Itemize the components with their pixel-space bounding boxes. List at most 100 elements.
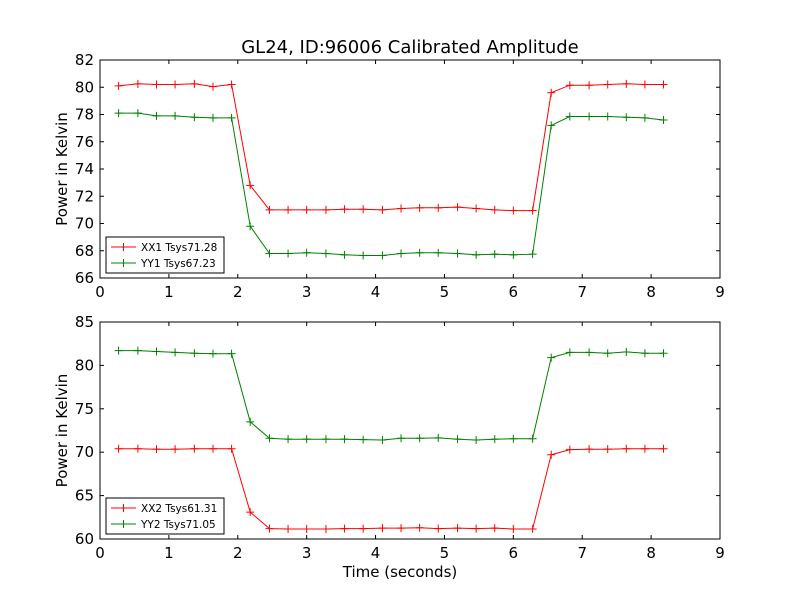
data-point	[565, 112, 574, 121]
y-tick-label: 60	[75, 530, 94, 548]
legend-box	[105, 236, 225, 274]
data-point	[359, 205, 368, 214]
data-point	[490, 205, 499, 214]
data-point	[622, 347, 631, 356]
data-point	[227, 349, 236, 358]
x-tick-label: 5	[440, 283, 450, 301]
x-tick-label: 9	[715, 283, 725, 301]
data-point	[208, 82, 217, 91]
data-point	[171, 348, 180, 357]
legend-marker	[119, 504, 128, 512]
data-point	[415, 523, 424, 532]
data-point	[265, 205, 274, 214]
data-point	[415, 203, 424, 212]
y-tick-label: 70	[75, 443, 94, 461]
data-point	[528, 250, 537, 259]
data-point	[133, 79, 142, 88]
data-point	[565, 81, 574, 90]
legend-marker	[119, 520, 128, 528]
data-point	[472, 250, 481, 259]
data-point	[246, 508, 255, 517]
data-point	[133, 109, 142, 118]
legend-label: XX2 Tsys61.31	[141, 503, 217, 515]
data-point	[284, 205, 293, 214]
y-tick-label: 72	[75, 187, 94, 205]
y-tick-label: 85	[75, 313, 94, 331]
x-axis-label: Time (seconds)	[342, 563, 458, 581]
data-point	[434, 433, 443, 442]
data-point	[340, 250, 349, 259]
data-point	[603, 349, 612, 358]
data-point	[547, 88, 556, 97]
data-point	[133, 444, 142, 453]
data-point	[265, 249, 274, 258]
data-point	[227, 113, 236, 122]
x-tick-label: 4	[371, 544, 381, 562]
data-point	[603, 445, 612, 454]
data-point	[321, 435, 330, 444]
data-point	[565, 445, 574, 454]
data-point	[565, 348, 574, 357]
data-point	[640, 113, 649, 122]
data-point	[321, 525, 330, 534]
x-tick-label: 3	[302, 544, 312, 562]
data-point	[208, 349, 217, 358]
plot-panel-2: 0 1 2 3 4 5 6 7 8 9 60 65 70 75 80 85 Power in Kelvin Tim…	[53, 313, 725, 581]
data-point	[585, 348, 594, 357]
data-point	[453, 435, 462, 444]
data-point	[603, 112, 612, 121]
x-tick-label: 5	[440, 544, 450, 562]
data-point	[472, 436, 481, 445]
data-point	[208, 113, 217, 122]
data-point	[472, 204, 481, 213]
data-point	[284, 249, 293, 258]
x-tick-label: 6	[509, 544, 519, 562]
data-point	[622, 79, 631, 88]
data-point	[434, 248, 443, 257]
data-point	[171, 80, 180, 89]
data-point	[190, 79, 199, 88]
x-tick-label: 9	[715, 544, 725, 562]
data-point	[659, 349, 668, 358]
x-tick-label: 4	[371, 283, 381, 301]
data-point	[114, 346, 123, 355]
legend-label: YY2 Tsys71.05	[140, 519, 216, 531]
data-point	[246, 417, 255, 426]
y-tick-label: 74	[75, 160, 94, 178]
x-tick-label: 3	[302, 283, 312, 301]
legend-marker	[119, 259, 128, 267]
data-point	[397, 524, 406, 533]
data-point	[378, 436, 387, 445]
data-point	[190, 349, 199, 358]
x-tick-label: 8	[646, 283, 656, 301]
legend-label: YY1 Tsys67.23	[140, 258, 216, 270]
data-point	[114, 444, 123, 453]
x-tick-label: 6	[509, 283, 519, 301]
x-tick-label: 2	[233, 544, 243, 562]
y-tick-label: 82	[75, 51, 94, 69]
data-point	[415, 248, 424, 257]
plot-frame	[99, 321, 721, 540]
data-point	[547, 450, 556, 459]
y-tick-label: 65	[75, 487, 94, 505]
data-point	[265, 434, 274, 443]
data-point	[472, 524, 481, 533]
data-point	[434, 203, 443, 212]
legend-box	[105, 497, 225, 535]
legend: XX1 Tsys71.28 YY1 Tsys67.23	[105, 236, 225, 274]
data-point	[509, 250, 518, 259]
data-point	[415, 434, 424, 443]
data-point	[246, 181, 255, 190]
data-point	[434, 524, 443, 533]
data-point	[340, 435, 349, 444]
data-point	[490, 435, 499, 444]
x-tick-label: 8	[646, 544, 656, 562]
data-point	[284, 435, 293, 444]
data-point	[659, 444, 668, 453]
data-point	[359, 524, 368, 533]
chart-title: GL24, ID:96006 Calibrated Amplitude	[241, 37, 579, 58]
data-point	[227, 80, 236, 89]
data-point	[190, 444, 199, 453]
data-point	[397, 249, 406, 258]
